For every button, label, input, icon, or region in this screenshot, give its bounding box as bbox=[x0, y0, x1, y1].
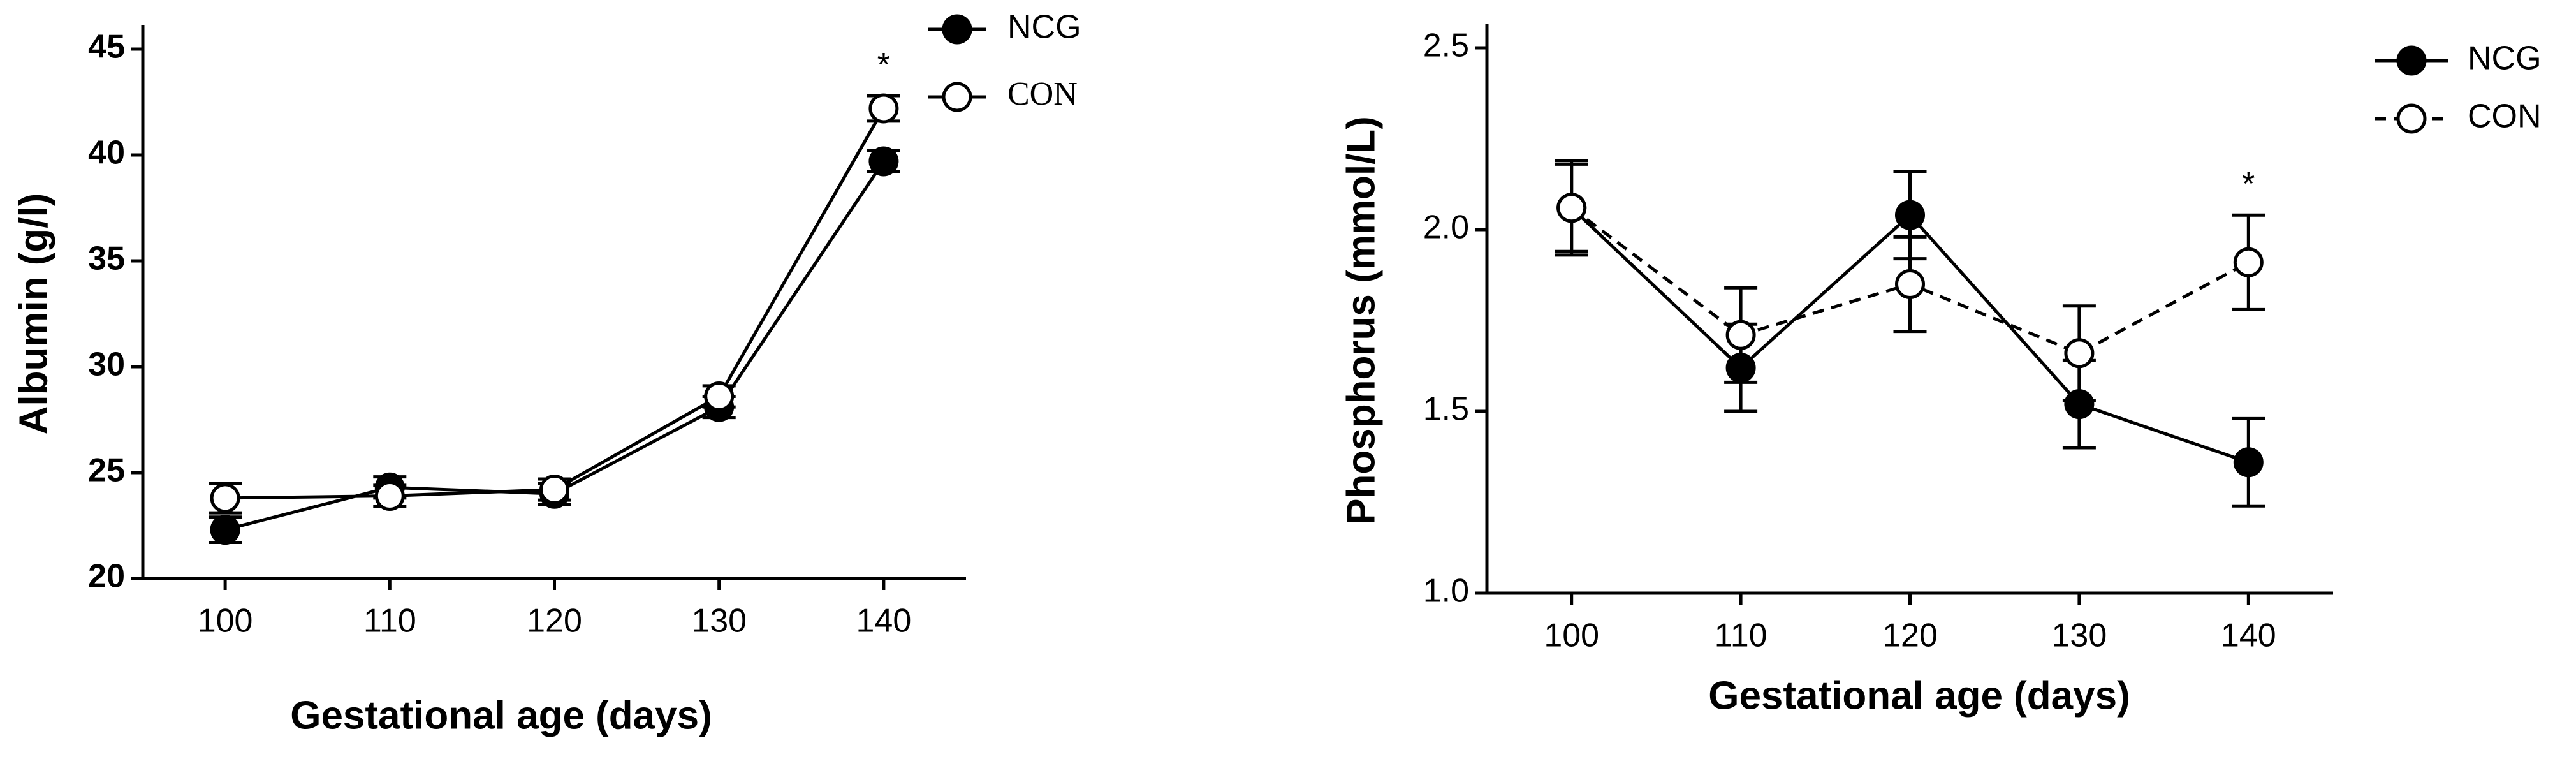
data-point bbox=[374, 481, 405, 512]
legend-label: CON bbox=[2468, 98, 2542, 135]
chart: 20 25 30 35 40 45 100 110 120 130 140 Gestational a… bbox=[11, 9, 1081, 738]
x-tick-label: 100 bbox=[1544, 617, 1599, 654]
y-tick-label: 25 bbox=[88, 452, 125, 489]
x-tick-label: 120 bbox=[527, 603, 582, 640]
data-point bbox=[539, 475, 569, 505]
chart: 1.0 1.5 2.0 2.5 100 110 120 130 140 Gestational a… bbox=[1339, 24, 2542, 718]
y-tick-label: 30 bbox=[88, 346, 125, 383]
data-point bbox=[1895, 200, 1925, 230]
y-tick-label: 40 bbox=[88, 135, 125, 172]
legend-marker bbox=[2396, 103, 2427, 134]
legend-label: NCG bbox=[1007, 9, 1081, 46]
y-tick-label: 45 bbox=[88, 29, 125, 66]
data-point bbox=[1556, 193, 1587, 223]
data-point bbox=[210, 483, 240, 513]
data-point bbox=[2233, 247, 2264, 277]
x-tick-label: 140 bbox=[2221, 617, 2276, 654]
data-point bbox=[868, 93, 899, 124]
y-tick-label: 20 bbox=[88, 558, 125, 595]
series-line bbox=[225, 107, 886, 500]
x-axis-title: Gestational age (days) bbox=[1708, 674, 2130, 718]
legend-label: NCG bbox=[2468, 40, 2542, 77]
y-tick-label: 1.5 bbox=[1423, 391, 1469, 428]
y-tick-label: 2.0 bbox=[1423, 209, 1469, 246]
data-point bbox=[2064, 338, 2095, 369]
data-point bbox=[2233, 447, 2264, 478]
x-tick-label: 130 bbox=[2052, 617, 2107, 654]
legend-marker bbox=[2396, 45, 2427, 76]
data-point bbox=[1725, 320, 1756, 350]
y-tick-label: 1.0 bbox=[1423, 573, 1469, 610]
x-tick-label: 110 bbox=[363, 603, 416, 640]
y-tick-label: 2.5 bbox=[1423, 27, 1469, 64]
annotation: * bbox=[2242, 166, 2255, 203]
y-tick-label: 35 bbox=[88, 240, 125, 277]
legend-marker bbox=[942, 14, 972, 45]
x-tick-label: 110 bbox=[1715, 617, 1767, 654]
data-point bbox=[1895, 269, 1925, 299]
y-axis-title: Phosphorus (mmol/L) bbox=[1339, 116, 1383, 525]
x-tick-label: 130 bbox=[691, 603, 747, 640]
y-axis-title: Albumin (g/l) bbox=[11, 193, 55, 435]
x-tick-label: 140 bbox=[856, 603, 912, 640]
annotation: * bbox=[877, 47, 890, 84]
series-line bbox=[224, 160, 885, 532]
data-point bbox=[704, 381, 735, 411]
legend-marker bbox=[942, 82, 972, 112]
x-tick-label: 120 bbox=[1882, 617, 1938, 654]
data-point bbox=[868, 146, 899, 177]
x-tick-label: 100 bbox=[198, 603, 253, 640]
legend-label: CON bbox=[1007, 76, 1078, 112]
data-point bbox=[210, 515, 240, 545]
x-axis-title: Gestational age (days) bbox=[290, 693, 712, 737]
